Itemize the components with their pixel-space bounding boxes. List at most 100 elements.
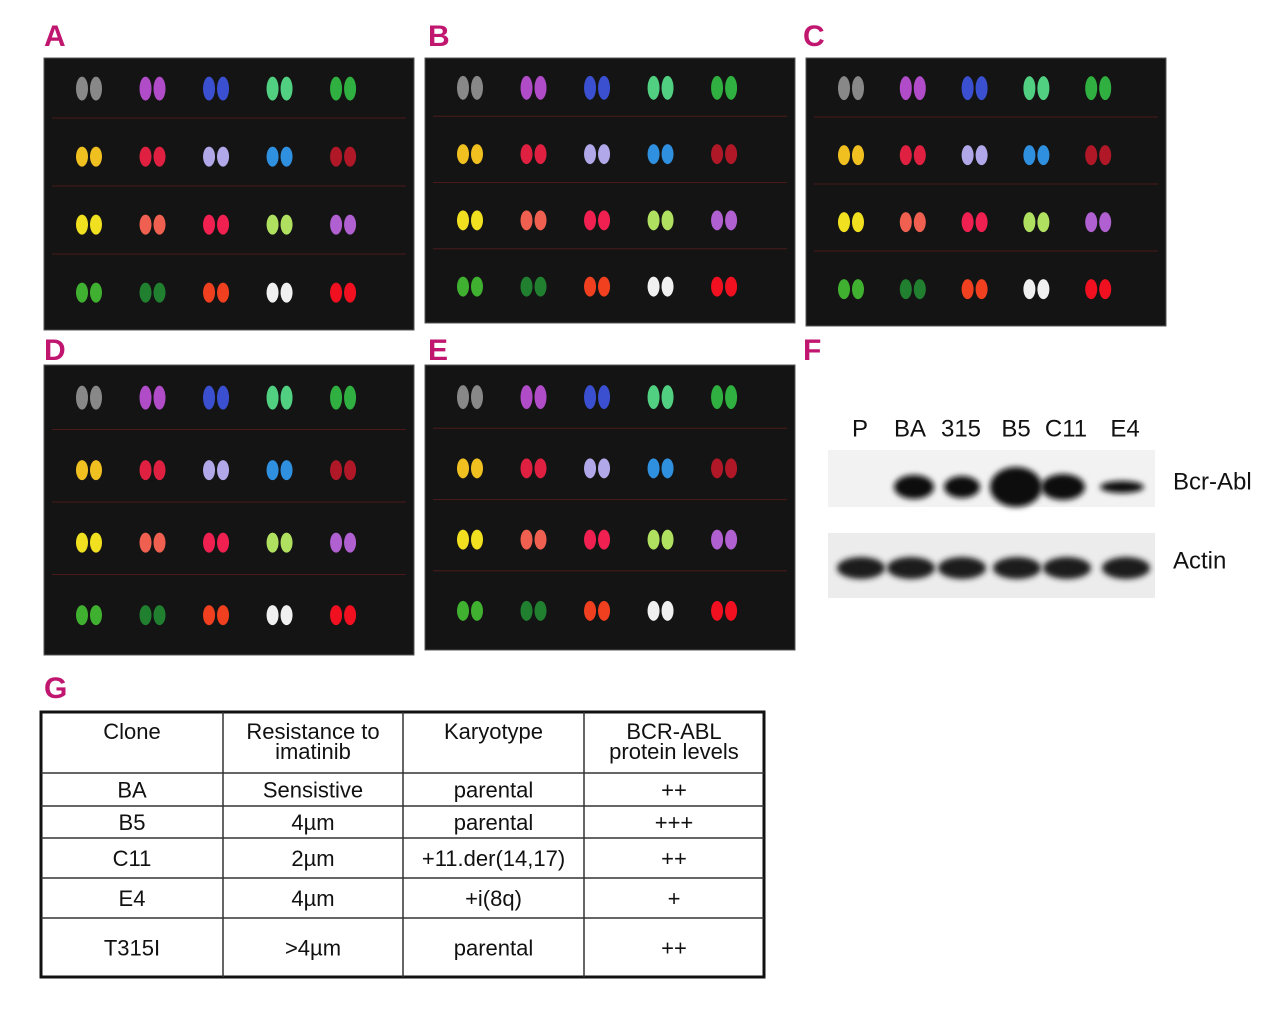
chromosome <box>961 76 974 101</box>
chromosome <box>647 458 660 479</box>
chromosome <box>961 279 974 300</box>
chromosome <box>913 145 926 166</box>
chromosome <box>1037 145 1050 166</box>
chromosome <box>913 76 926 101</box>
blot-band <box>944 476 980 498</box>
chromosome <box>661 276 674 297</box>
header-line: Resistance to <box>246 719 379 744</box>
chromosome <box>153 76 166 101</box>
chromosome <box>913 212 926 233</box>
chromosome <box>711 385 724 410</box>
chromosome <box>975 212 988 233</box>
chromosome <box>217 532 230 553</box>
chromosome <box>280 460 293 481</box>
panel-letter: A <box>44 20 66 53</box>
chromosome <box>520 600 533 621</box>
chromosome <box>330 282 343 303</box>
lane-label: C11 <box>1045 415 1087 442</box>
chromosome <box>838 212 850 233</box>
chromosome <box>266 146 279 167</box>
chromosome <box>139 282 152 303</box>
chromosome <box>661 458 674 479</box>
chromosome <box>520 385 533 410</box>
chromosome <box>725 210 738 231</box>
chromosome <box>647 210 660 231</box>
chromosome <box>852 279 864 300</box>
chromosome <box>647 75 660 100</box>
chromosome <box>584 385 597 410</box>
chromosome <box>1023 279 1036 300</box>
chromosome <box>457 75 469 100</box>
chromosome <box>899 279 912 300</box>
chromosome <box>1099 212 1112 233</box>
band-label: Actin <box>1173 547 1226 574</box>
chromosome <box>139 532 152 553</box>
table-cell: ++ <box>661 935 687 960</box>
chromosome <box>330 76 343 101</box>
chromosome <box>76 605 88 626</box>
chromosome <box>217 460 230 481</box>
chromosome <box>471 600 483 621</box>
chromosome <box>711 75 724 100</box>
chromosome <box>76 146 88 167</box>
chromosome <box>203 282 216 303</box>
table-cell: 4µm <box>291 810 334 835</box>
chromosome <box>266 282 279 303</box>
chromosome <box>280 76 293 101</box>
karyotype-panel <box>805 57 1167 327</box>
blot-band <box>1043 557 1091 579</box>
chromosome <box>90 214 102 235</box>
lane-label: 315 <box>941 415 981 442</box>
chromosome <box>266 76 279 101</box>
table-cell: parental <box>454 810 534 835</box>
chromosome <box>330 146 343 167</box>
chromosome <box>838 76 850 101</box>
table-cell: B5 <box>119 810 146 835</box>
chromosome <box>1037 76 1050 101</box>
chromosome <box>584 529 597 550</box>
chromosome <box>203 214 216 235</box>
chromosome <box>1085 212 1098 233</box>
table-cell: E4 <box>119 886 146 911</box>
chromosome <box>598 385 611 410</box>
chromosome <box>266 460 279 481</box>
chromosome <box>457 276 469 297</box>
chromosome <box>534 529 547 550</box>
chromosome <box>1023 212 1036 233</box>
blot-band <box>990 467 1042 507</box>
chromosome <box>598 144 611 165</box>
chromosome <box>153 532 166 553</box>
chromosome <box>534 458 547 479</box>
chromosome <box>344 214 357 235</box>
chromosome <box>852 76 864 101</box>
chromosome <box>1023 145 1036 166</box>
chromosome <box>647 385 660 410</box>
chromosome <box>344 282 357 303</box>
table-cell: parental <box>454 777 534 802</box>
chromosome <box>471 144 483 165</box>
chromosome <box>471 276 483 297</box>
chromosome <box>139 605 152 626</box>
chromosome <box>90 282 102 303</box>
chromosome <box>330 385 343 410</box>
chromosome <box>975 145 988 166</box>
table-cell: 2µm <box>291 846 334 871</box>
chromosome <box>661 75 674 100</box>
lane-label: E4 <box>1110 415 1139 442</box>
karyotype-panel <box>43 364 415 656</box>
chromosome <box>711 600 724 621</box>
chromosome <box>344 605 357 626</box>
panel-letter: F <box>803 334 821 367</box>
chromosome <box>76 76 88 101</box>
chromosome <box>471 385 483 410</box>
chromosome <box>520 210 533 231</box>
chromosome <box>1037 212 1050 233</box>
header-line: protein levels <box>609 739 739 764</box>
chromosome <box>534 600 547 621</box>
blot-strip <box>828 450 1155 507</box>
chromosome <box>838 279 850 300</box>
table-cell: BA <box>117 777 147 802</box>
chromosome <box>203 385 216 410</box>
chromosome <box>899 145 912 166</box>
